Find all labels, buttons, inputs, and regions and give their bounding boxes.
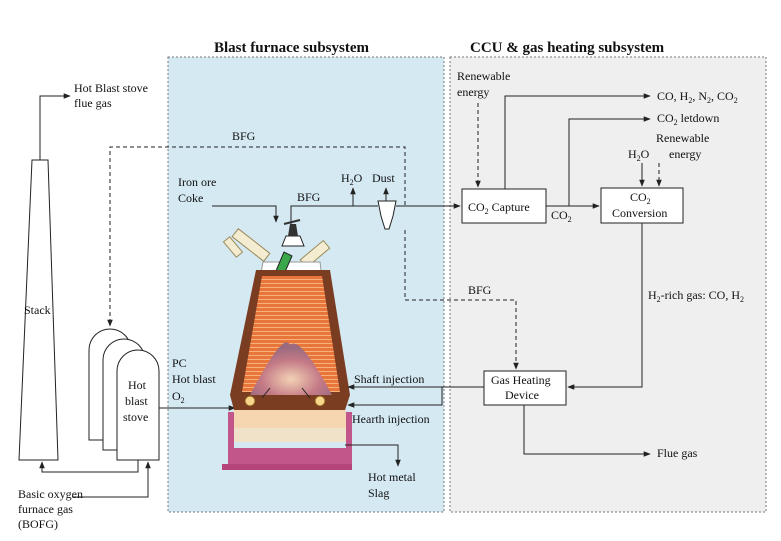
hot-blast-stove-label-2: blast: [125, 394, 148, 408]
flue-gas-arrow: [523, 405, 651, 457]
coke-label: Coke: [178, 191, 203, 205]
shaft-injection-label: Shaft injection: [354, 372, 424, 386]
co2-conversion-label-2: Conversion: [612, 206, 667, 220]
bofg-label-1: Basic oxygen: [18, 487, 83, 501]
ccu-panel: [449, 56, 767, 513]
hearth-injection-label: Hearth injection: [352, 412, 430, 426]
gas-heating-label-2: Device: [505, 388, 539, 402]
bfg-mid-label: BFG: [468, 283, 492, 297]
bfg-to-heater-dashed: [404, 230, 519, 370]
gas-heating-device: [483, 370, 567, 406]
bfg-top-label: BFG: [232, 129, 256, 143]
charge-arrow: [212, 205, 279, 223]
hot-metal-arrow: [345, 444, 401, 467]
renewable-energy-2b: energy: [669, 147, 701, 161]
hot-blast-stove-label-3: stove: [123, 410, 148, 424]
hot-blast-stove-front: [116, 349, 160, 461]
stack-flue-arrow: [39, 93, 71, 160]
blast-furnace-header: Blast furnace subsystem: [214, 40, 370, 56]
hearth-injection-arrow: [347, 387, 443, 408]
slag-label: Slag: [368, 486, 389, 500]
bfg-offtake-line: [290, 205, 378, 232]
co2-capture-label: CO2 Capture: [468, 200, 530, 216]
stove-to-stack-line: [39, 460, 139, 473]
gas-heating-label-1: Gas Heating: [491, 373, 551, 387]
syngas-label: CO, H2, N2, CO2: [657, 89, 738, 105]
hot-blast-flue-label-1: Hot Blast stove: [74, 81, 148, 95]
blast-furnace: [222, 219, 352, 470]
co2-conversion-label-1: CO2: [630, 190, 651, 206]
bfg-to-stove-dashed: [107, 146, 406, 327]
renewable-energy-2a: Renewable: [656, 131, 709, 145]
syngas-arrow: [504, 93, 651, 189]
co2-letdown-label: CO2 letdown: [657, 111, 719, 127]
bofg-label-2: furnace gas: [18, 502, 73, 516]
dust-label: Dust: [372, 171, 395, 185]
h2-rich-gas-arrow: [567, 223, 643, 390]
h2o-conv-label: H2O: [628, 147, 650, 163]
ccu-header: CCU & gas heating subsystem: [470, 40, 665, 56]
co2-conversion-box: [600, 187, 684, 224]
stack-shape: [18, 159, 59, 461]
dust-catcher: [377, 200, 397, 230]
renewable-energy-1a: Renewable: [457, 69, 510, 83]
co2-stream-label: CO2: [551, 208, 572, 224]
co2-capture-box: [461, 188, 547, 224]
bofg-arrow: [72, 461, 151, 498]
hot-blast-flue-label-2: flue gas: [74, 96, 112, 110]
hot-metal-label: Hot metal: [368, 470, 416, 484]
iron-ore-label: Iron ore: [178, 175, 216, 189]
hot-blast-label: Hot blast: [172, 372, 216, 386]
pc-label: PC: [172, 356, 187, 370]
flue-gas-label: Flue gas: [657, 446, 698, 460]
h2o-label: H2O: [341, 171, 363, 187]
bofg-label-3: (BOFG): [18, 517, 58, 531]
hot-blast-stove-label-1: Hot: [128, 378, 147, 392]
stack-label: Stack: [24, 303, 51, 317]
co2-letdown-arrow: [568, 116, 651, 206]
renewable-energy-1b: energy: [457, 85, 489, 99]
o2-label: O2: [172, 389, 185, 405]
bfg-furnace-label: BFG: [297, 190, 321, 204]
h2-rich-gas-label: H2-rich gas: CO, H2: [648, 288, 744, 304]
